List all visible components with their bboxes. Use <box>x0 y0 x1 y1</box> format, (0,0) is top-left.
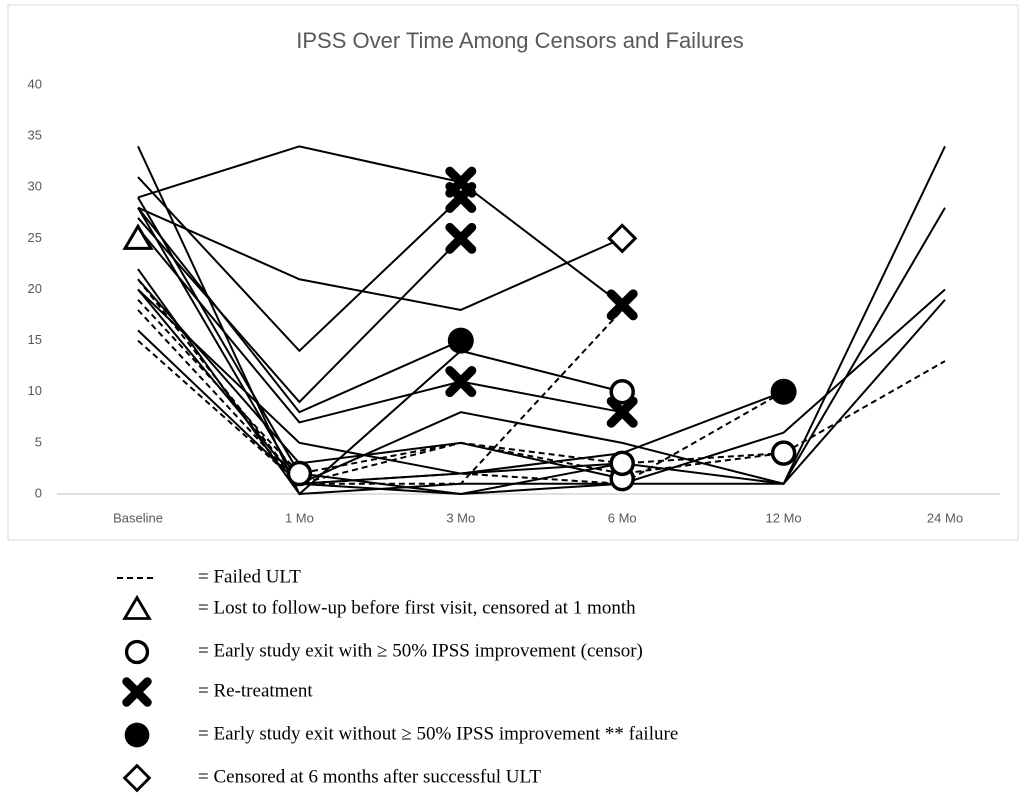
x-tick-label: 3 Mo <box>446 510 475 525</box>
legend-label: = Failed ULT <box>198 566 301 587</box>
series-line <box>137 278 623 485</box>
marker-circle <box>609 379 635 405</box>
marker-x <box>445 181 477 213</box>
series-line <box>137 217 462 404</box>
y-tick-label: 25 <box>28 230 42 245</box>
y-tick-label: 0 <box>35 485 42 500</box>
x-tick-label: 24 Mo <box>927 510 963 525</box>
series-line <box>137 196 946 496</box>
x-tick-label: 1 Mo <box>285 510 314 525</box>
marker-triangle <box>122 223 154 250</box>
series-line <box>137 176 462 353</box>
series-line <box>137 207 623 496</box>
marker-circle <box>609 450 635 477</box>
legend-symbol <box>122 594 152 620</box>
series-line <box>137 309 785 485</box>
marker-filled-circle <box>447 327 474 354</box>
marker-x <box>445 366 477 398</box>
y-tick-label: 20 <box>28 281 42 296</box>
x-tick-label: 6 Mo <box>608 510 637 525</box>
marker-circle <box>286 460 313 487</box>
y-tick-label: 35 <box>28 128 42 143</box>
legend-symbol <box>124 639 150 665</box>
marker-filled-circle <box>770 378 797 405</box>
series-line <box>137 278 623 480</box>
series-line <box>137 207 462 414</box>
series-line <box>137 339 946 485</box>
marker-x <box>606 289 638 321</box>
series-line <box>137 299 784 475</box>
marker-x <box>445 222 477 254</box>
legend-label: = Lost to follow-up before first visit, … <box>198 597 636 618</box>
marker-circle <box>770 440 797 466</box>
legend-label: = Early study exit without ≥ 50% IPSS im… <box>198 723 678 744</box>
series-line <box>137 145 623 306</box>
x-tick-label: Baseline <box>113 510 163 525</box>
y-tick-label: 30 <box>28 179 42 194</box>
legend-label: = Early study exit with ≥ 50% IPSS impro… <box>198 640 643 661</box>
y-tick-label: 15 <box>28 332 42 347</box>
series-line <box>137 288 784 485</box>
marker-x <box>606 396 638 428</box>
legend-symbol <box>122 763 152 793</box>
y-tick-label: 40 <box>28 76 42 91</box>
legend-symbol <box>124 722 150 748</box>
chart-title: IPSS Over Time Among Censors and Failure… <box>296 28 744 53</box>
y-tick-label: 5 <box>35 434 42 449</box>
y-tick-label: 10 <box>28 383 42 398</box>
legend-label: = Re-treatment <box>198 680 313 701</box>
chart-frame <box>7 4 1019 541</box>
series-line <box>137 206 623 311</box>
legend-label: = Censored at 6 months after successful … <box>198 766 541 787</box>
legend-symbol <box>122 677 152 707</box>
marker-diamond <box>607 223 638 254</box>
x-tick-label: 12 Mo <box>766 510 802 525</box>
